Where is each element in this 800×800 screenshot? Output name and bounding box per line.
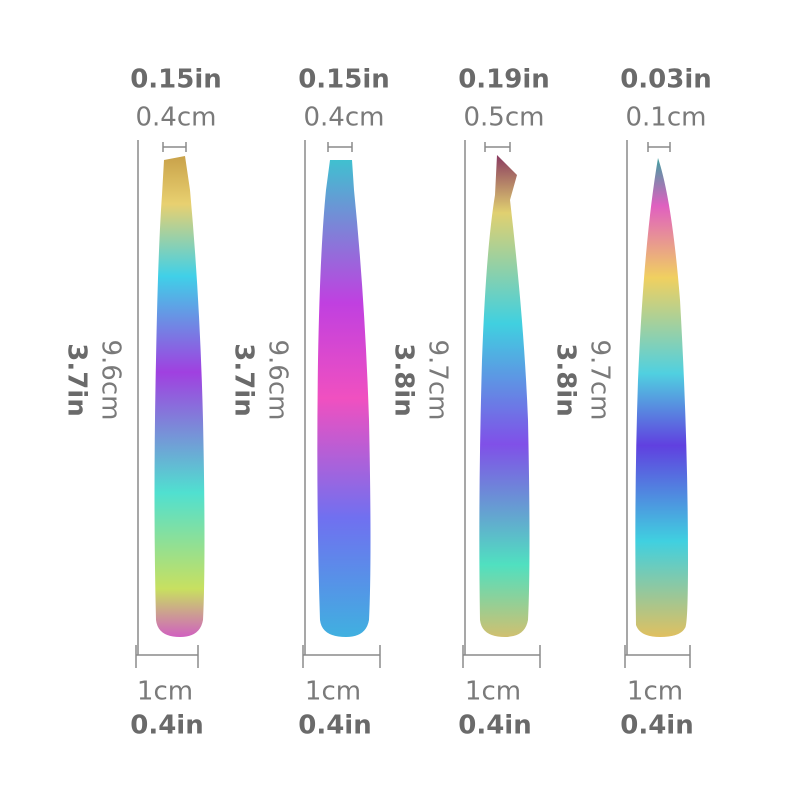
tip-cm: 0.4cm (136, 103, 217, 133)
tip-inch: 0.03in (620, 65, 712, 95)
length-cm: 9.7cm (585, 340, 615, 421)
length-inch: 3.8in (389, 343, 419, 416)
length-cm: 9.6cm (96, 340, 126, 421)
tip-cm: 0.5cm (464, 103, 545, 133)
width-inch: 0.4in (458, 711, 531, 741)
tip-cm: 0.4cm (304, 103, 385, 133)
tip-inch: 0.15in (298, 65, 390, 95)
width-inch: 0.4in (298, 711, 371, 741)
length-inch: 3.8in (551, 343, 581, 416)
width-inch: 0.4in (130, 711, 203, 741)
length-cm: 9.7cm (423, 340, 453, 421)
tweezer (479, 155, 530, 637)
tweezer (154, 156, 205, 637)
width-cm: 1cm (137, 677, 193, 707)
width-cm: 1cm (305, 677, 361, 707)
length-inch: 3.7in (62, 343, 92, 416)
width-inch: 0.4in (620, 711, 693, 741)
tweezer (317, 160, 371, 637)
length-inch: 3.7in (229, 343, 259, 416)
layout (154, 155, 688, 637)
width-cm: 1cm (627, 677, 683, 707)
tip-inch: 0.15in (130, 65, 222, 95)
tip-inch: 0.19in (458, 65, 550, 95)
length-cm: 9.6cm (263, 340, 293, 421)
tip-cm: 0.1cm (626, 103, 707, 133)
tweezer (635, 158, 688, 637)
width-cm: 1cm (465, 677, 521, 707)
